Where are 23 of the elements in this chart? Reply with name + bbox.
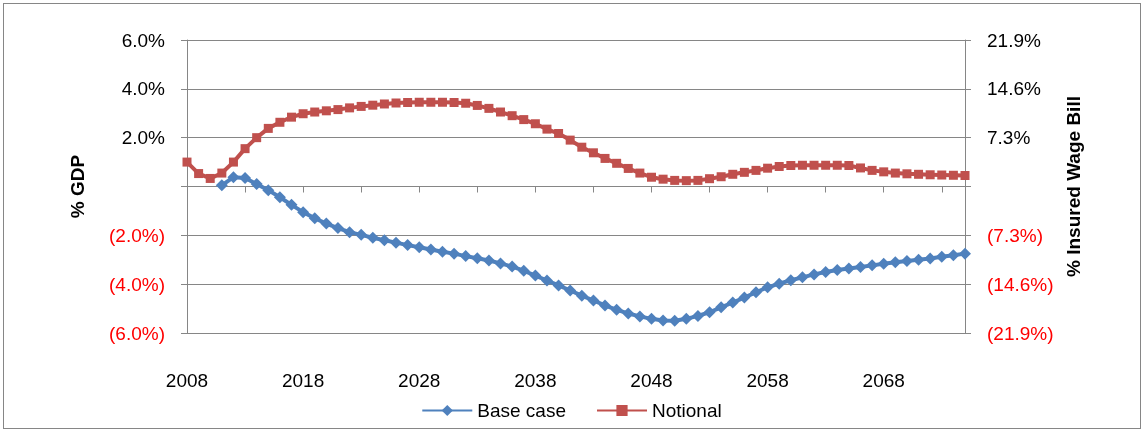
- y2-tick-label: (21.9%): [987, 322, 1054, 344]
- y2-tick-label: 14.6%: [987, 78, 1041, 100]
- y-tick-label: 6.0%: [121, 29, 166, 51]
- y-tick-label: (6.0%): [109, 322, 165, 344]
- y2-tick-label: (7.3%): [987, 224, 1043, 246]
- y-tick-label: (4.0%): [109, 273, 165, 295]
- x-tick-label: 2068: [862, 370, 905, 391]
- x-tick-label: 2048: [630, 370, 673, 391]
- x-tick-label: 2028: [398, 370, 441, 391]
- x-tick-label: 2038: [514, 370, 557, 391]
- y2-tick-label: (14.6%): [987, 273, 1054, 295]
- legend-label: Base case: [477, 400, 567, 421]
- legend-label: Notional: [652, 400, 722, 421]
- y2-axis-title: % Insured Wage Bill: [1063, 96, 1085, 277]
- x-tick-label: 2058: [746, 370, 789, 391]
- y-tick-label: 4.0%: [121, 78, 166, 100]
- y-tick-label: (2.0%): [109, 224, 165, 246]
- x-tick-label: 2018: [281, 370, 325, 391]
- y2-tick-label: 21.9%: [987, 29, 1041, 51]
- y2-tick-label: 7.3%: [987, 127, 1031, 149]
- y-axis-title: % GDP: [67, 154, 88, 219]
- x-tick-label: 2008: [165, 370, 209, 391]
- y-tick-label: 2.0%: [121, 127, 166, 149]
